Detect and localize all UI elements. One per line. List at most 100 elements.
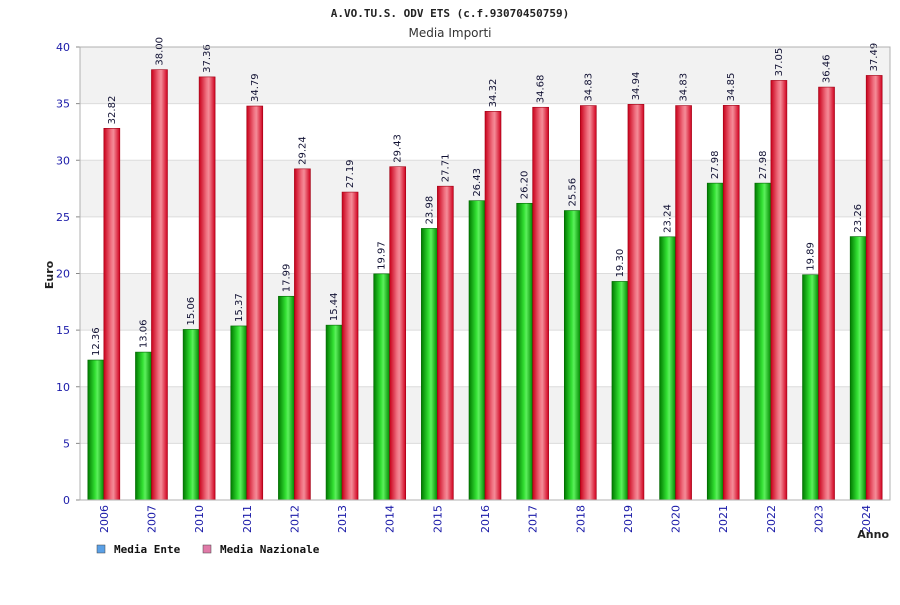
data-label-media-nazionale-2016: 34.32 xyxy=(488,79,499,108)
x-tick-label-2012: 2012 xyxy=(288,505,301,533)
x-tick-label-2023: 2023 xyxy=(813,505,826,533)
bar-media-ente-2011 xyxy=(230,325,248,501)
legend-swatch-media-nazionale xyxy=(202,544,212,554)
x-tick-label-2024: 2024 xyxy=(860,505,873,533)
data-label-media-nazionale-2011: 34.79 xyxy=(250,73,261,102)
data-label-media-nazionale-2015: 27.71 xyxy=(440,154,451,183)
data-label-media-nazionale-2014: 29.43 xyxy=(393,134,404,163)
data-label-media-ente-2022: 27.98 xyxy=(758,150,769,179)
x-tick-label-2013: 2013 xyxy=(336,505,349,533)
bar-media-ente-2023 xyxy=(802,274,819,501)
bar-media-ente-2014 xyxy=(373,273,391,501)
data-label-media-ente-2011: 15.37 xyxy=(234,293,245,322)
bar-media-nazionale-2013 xyxy=(341,191,359,501)
bar-media-nazionale-2024 xyxy=(865,75,883,501)
data-label-media-nazionale-2017: 34.68 xyxy=(536,75,547,104)
x-tick-label-2011: 2011 xyxy=(241,505,254,533)
bar-media-nazionale-2007 xyxy=(151,69,168,501)
bar-media-nazionale-2012 xyxy=(294,168,311,501)
data-label-media-nazionale-2022: 37.05 xyxy=(774,48,785,77)
data-label-media-nazionale-2018: 34.83 xyxy=(583,73,594,102)
data-label-media-nazionale-2007: 38.00 xyxy=(154,37,165,66)
data-label-media-ente-2024: 23.26 xyxy=(853,204,864,233)
y-tick-label: 25 xyxy=(56,211,70,224)
x-tick-label-2021: 2021 xyxy=(717,505,730,533)
bar-media-ente-2022 xyxy=(754,182,772,501)
data-label-media-ente-2023: 19.89 xyxy=(806,242,817,271)
data-label-media-ente-2016: 26.43 xyxy=(472,168,483,197)
data-label-media-nazionale-2019: 34.94 xyxy=(631,72,642,101)
y-tick-label: 35 xyxy=(56,98,70,111)
bar-media-nazionale-2006 xyxy=(103,128,121,501)
plot-frame xyxy=(79,46,891,501)
y-tick-label: 40 xyxy=(56,41,70,54)
data-label-media-nazionale-2021: 34.85 xyxy=(726,73,737,102)
bar-media-ente-2010 xyxy=(182,329,200,501)
y-tick-label: 10 xyxy=(56,381,70,394)
data-label-media-ente-2017: 26.20 xyxy=(520,171,531,200)
bar-media-ente-2015 xyxy=(421,228,438,501)
bar-media-ente-2019 xyxy=(611,281,629,501)
y-tick-label: 15 xyxy=(56,324,70,337)
data-label-media-ente-2006: 12.36 xyxy=(91,327,102,356)
data-label-media-nazionale-2013: 27.19 xyxy=(345,159,356,188)
data-label-media-nazionale-2020: 34.83 xyxy=(679,73,690,102)
y-tick-label: 30 xyxy=(56,154,70,167)
chart-title: A.VO.TU.S. ODV ETS (c.f.93070450759) xyxy=(331,7,569,20)
bar-media-nazionale-2022 xyxy=(770,80,788,501)
x-tick-label-2006: 2006 xyxy=(98,505,111,533)
data-label-media-ente-2015: 23.98 xyxy=(424,196,435,225)
data-label-media-nazionale-2024: 37.49 xyxy=(869,43,880,72)
data-label-media-nazionale-2010: 37.36 xyxy=(202,44,213,73)
bar-media-nazionale-2015 xyxy=(437,185,454,501)
legend-label-media-ente: Media Ente xyxy=(114,543,181,556)
x-tick-label-2019: 2019 xyxy=(622,505,635,533)
bar-media-ente-2007 xyxy=(135,351,152,501)
bar-media-nazionale-2023 xyxy=(818,86,835,501)
bar-media-ente-2018 xyxy=(563,210,581,501)
bar-media-nazionale-2014 xyxy=(389,166,407,501)
x-tick-label-2017: 2017 xyxy=(527,505,540,533)
x-tick-label-2018: 2018 xyxy=(574,505,587,533)
data-label-media-ente-2020: 23.24 xyxy=(663,204,674,233)
data-label-media-ente-2013: 15.44 xyxy=(329,293,340,322)
x-tick-label-2014: 2014 xyxy=(384,505,397,533)
data-label-media-ente-2018: 25.56 xyxy=(567,178,578,207)
data-label-media-ente-2012: 17.99 xyxy=(281,264,292,293)
bar-media-nazionale-2018 xyxy=(579,105,597,501)
bar-media-ente-2012 xyxy=(278,295,295,501)
bar-media-nazionale-2017 xyxy=(532,106,549,501)
data-label-media-ente-2021: 27.98 xyxy=(710,150,721,179)
data-label-media-ente-2019: 19.30 xyxy=(615,249,626,278)
bar-media-nazionale-2010 xyxy=(198,76,216,501)
data-label-media-nazionale-2006: 32.82 xyxy=(107,96,118,125)
bar-media-ente-2020 xyxy=(659,236,676,501)
bar-media-nazionale-2019 xyxy=(627,104,645,501)
bar-media-ente-2021 xyxy=(706,182,724,501)
y-axis-label: Euro xyxy=(43,260,56,289)
bar-media-nazionale-2011 xyxy=(246,105,264,501)
x-tick-label-2016: 2016 xyxy=(479,505,492,533)
chart-subtitle: Media Importi xyxy=(408,26,491,40)
legend-label-media-nazionale: Media Nazionale xyxy=(220,543,320,556)
bar-media-nazionale-2021 xyxy=(722,105,740,501)
x-tick-label-2015: 2015 xyxy=(431,505,444,533)
y-tick-label: 0 xyxy=(63,494,70,507)
x-tick-label-2010: 2010 xyxy=(193,505,206,533)
x-tick-label-2020: 2020 xyxy=(670,505,683,533)
bar-media-nazionale-2016 xyxy=(484,111,502,501)
y-tick-label: 5 xyxy=(63,437,70,450)
legend-swatch-media-ente xyxy=(96,544,106,554)
bar-media-ente-2017 xyxy=(516,202,533,501)
x-axis-label: Anno xyxy=(857,528,889,541)
bar-media-ente-2016 xyxy=(468,200,486,501)
data-label-media-ente-2010: 15.06 xyxy=(186,297,197,326)
data-label-media-ente-2014: 19.97 xyxy=(377,241,388,270)
bar-media-nazionale-2020 xyxy=(675,105,692,501)
data-label-media-nazionale-2023: 36.46 xyxy=(822,54,833,83)
x-tick-label-2007: 2007 xyxy=(145,505,158,533)
bar-media-ente-2024 xyxy=(849,236,867,501)
x-tick-label-2022: 2022 xyxy=(765,505,778,533)
data-label-media-nazionale-2012: 29.24 xyxy=(297,136,308,165)
